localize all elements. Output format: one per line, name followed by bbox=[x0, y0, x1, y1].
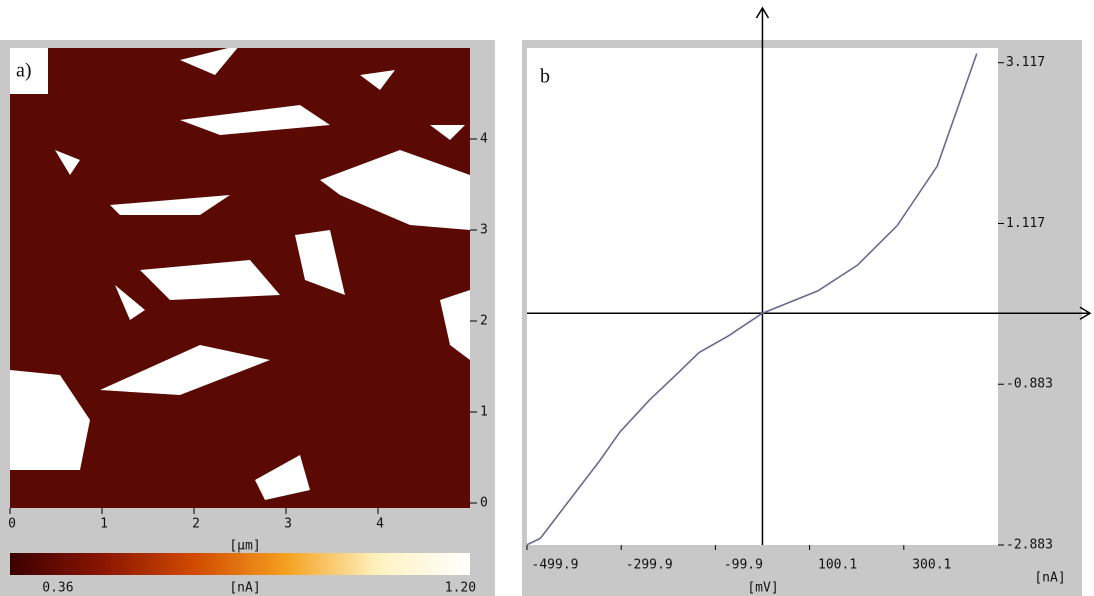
y-tick-label: 1 bbox=[480, 405, 488, 420]
panel-label: a) bbox=[16, 60, 32, 82]
x-axis-label: [μm] bbox=[229, 539, 260, 554]
x-tick-label: 300.1 bbox=[912, 558, 951, 573]
x-tick-label: -499.9 bbox=[532, 558, 579, 573]
y-tick-label: 3 bbox=[480, 223, 488, 238]
x-tick-label: 100.1 bbox=[818, 558, 857, 573]
x-tick-label: 3 bbox=[284, 517, 292, 532]
y-tick-label: -0.883 bbox=[1006, 377, 1053, 392]
y-tick-label: 0 bbox=[480, 496, 488, 511]
colorbar-label: [nA] bbox=[229, 581, 260, 596]
y-tick-label: 2 bbox=[480, 314, 488, 329]
colorbar-tick-label: 0.36 bbox=[42, 581, 73, 596]
y-tick-label: 4 bbox=[480, 132, 488, 147]
x-tick-label: -99.9 bbox=[724, 558, 763, 573]
x-tick-label: 0 bbox=[8, 517, 16, 532]
figure: a) [μm] [nA] b [mV] [nA] 0 1 2 3 4 0 1 2 3 4 0.36 1… bbox=[0, 0, 1094, 596]
panel-label: b bbox=[540, 66, 550, 88]
y-axis-label: [nA] bbox=[1034, 571, 1065, 586]
y-tick-label: -2.883 bbox=[1006, 538, 1053, 553]
x-tick-label: 1 bbox=[100, 517, 108, 532]
x-tick-label: 4 bbox=[376, 517, 384, 532]
colorbar bbox=[10, 553, 470, 575]
colorbar-tick-label: 1.20 bbox=[445, 581, 476, 596]
x-tick-label: -299.9 bbox=[626, 558, 673, 573]
x-tick-label: 2 bbox=[192, 517, 200, 532]
y-tick-label: 3.117 bbox=[1006, 55, 1045, 70]
y-tick-label: 1.117 bbox=[1006, 216, 1045, 231]
x-axis-label: [mV] bbox=[747, 581, 778, 596]
